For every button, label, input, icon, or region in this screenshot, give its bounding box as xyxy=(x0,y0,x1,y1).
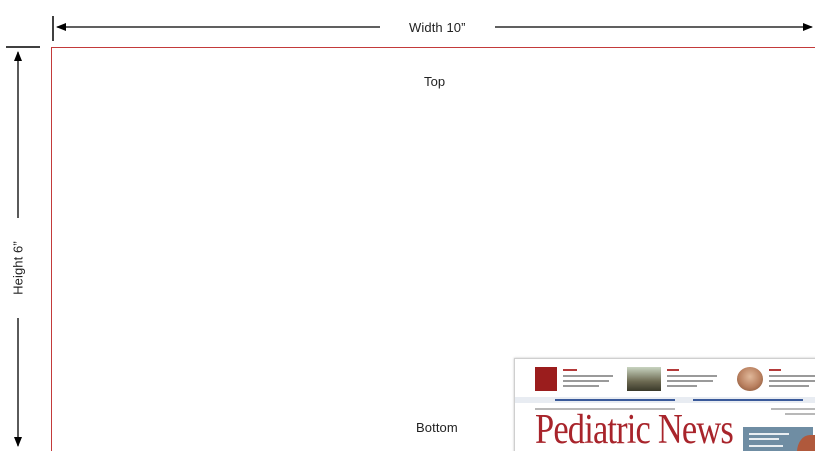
masthead-title: Pediatric News xyxy=(535,407,734,451)
height-label: Height 6” xyxy=(10,241,26,295)
teaser-line xyxy=(769,385,809,387)
teaser-line xyxy=(563,380,609,382)
teaser-2 xyxy=(627,367,727,395)
box-line xyxy=(749,445,783,447)
teaser-image xyxy=(535,367,557,391)
teaser-line xyxy=(563,369,577,371)
teaser-line xyxy=(667,375,717,377)
header-rule xyxy=(515,397,815,403)
sidebar-portrait xyxy=(797,435,815,451)
top-label: Top xyxy=(424,74,446,89)
teaser-line xyxy=(769,380,815,382)
width-label: Width 10” xyxy=(409,20,466,35)
box-line xyxy=(749,433,789,435)
bottom-label: Bottom xyxy=(416,420,458,435)
teaser-line xyxy=(769,375,815,377)
date-line xyxy=(785,413,815,415)
tagline-line xyxy=(535,408,675,410)
teaser-line xyxy=(769,369,781,371)
rule-segment xyxy=(693,399,803,401)
newspaper-thumbnail: Pediatric News xyxy=(514,358,815,451)
teaser-line xyxy=(563,385,599,387)
rule-segment xyxy=(555,399,675,401)
date-line xyxy=(771,408,815,410)
teaser-line xyxy=(667,380,713,382)
teaser-3 xyxy=(737,367,815,395)
teaser-line xyxy=(563,375,613,377)
teaser-image xyxy=(737,367,763,391)
teaser-1 xyxy=(535,367,615,395)
teaser-line xyxy=(667,369,679,371)
teaser-image xyxy=(627,367,661,391)
box-line xyxy=(749,438,779,440)
ad-frame xyxy=(51,47,815,451)
teaser-line xyxy=(667,385,697,387)
